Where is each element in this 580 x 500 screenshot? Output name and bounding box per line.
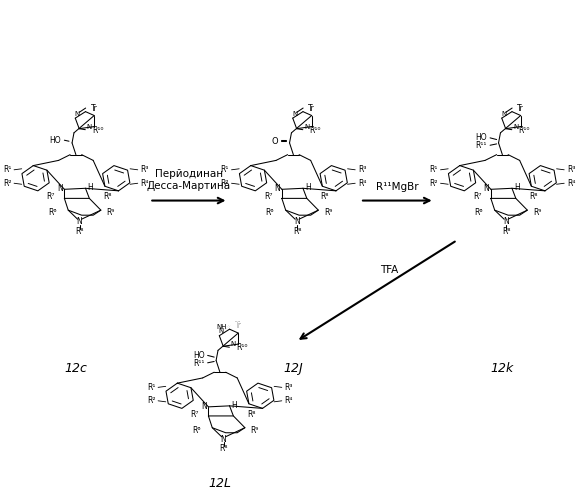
Text: HO: HO (193, 351, 205, 360)
Text: Tr: Tr (90, 104, 97, 112)
Text: Tr: Tr (308, 104, 315, 112)
Text: H: H (305, 183, 311, 192)
Text: R¹⁰: R¹⁰ (519, 126, 530, 135)
Text: R³: R³ (284, 383, 293, 392)
Text: N: N (292, 111, 298, 117)
Text: R³: R³ (358, 166, 367, 174)
Text: R¹⁰: R¹⁰ (92, 126, 103, 135)
Text: R¹: R¹ (220, 166, 229, 174)
Text: R³: R³ (567, 166, 575, 174)
Text: R⁴: R⁴ (284, 396, 293, 406)
Text: Tr: Tr (517, 104, 524, 112)
Text: R⁴: R⁴ (140, 179, 149, 188)
Text: N: N (231, 341, 236, 347)
Text: N: N (75, 111, 80, 117)
Text: N: N (501, 111, 506, 117)
Text: R⁶: R⁶ (48, 208, 57, 217)
Text: H: H (231, 400, 237, 409)
Text: R¹⁰: R¹⁰ (309, 126, 321, 135)
Text: NH: NH (216, 324, 226, 330)
Text: R⁸: R⁸ (293, 227, 301, 236)
Text: HO: HO (476, 134, 487, 142)
Text: R⁷: R⁷ (473, 192, 481, 201)
Text: H: H (514, 183, 520, 192)
Text: R²: R² (429, 179, 438, 188)
Text: 12J: 12J (284, 362, 303, 375)
Text: R⁸: R⁸ (219, 444, 228, 454)
Text: R¹: R¹ (3, 166, 12, 174)
Text: N: N (503, 218, 509, 226)
Text: R⁹: R⁹ (251, 426, 259, 434)
Text: R¹: R¹ (147, 383, 155, 392)
Text: R⁸: R⁸ (247, 410, 255, 419)
Text: N: N (86, 124, 92, 130)
Text: Tr: Tr (235, 321, 241, 330)
Text: O: O (271, 136, 278, 145)
Text: R¹¹MgBr: R¹¹MgBr (376, 182, 419, 192)
Text: N: N (221, 435, 226, 444)
Text: R⁸: R⁸ (530, 192, 538, 201)
Text: R¹: R¹ (429, 166, 438, 174)
Text: R⁹: R⁹ (324, 208, 332, 217)
Text: N: N (274, 184, 280, 193)
Text: Tr: Tr (235, 321, 241, 330)
Text: R⁹: R⁹ (107, 208, 115, 217)
Text: H: H (88, 183, 93, 192)
Text: R⁶: R⁶ (266, 208, 274, 217)
Text: R⁸: R⁸ (103, 192, 111, 201)
Text: R⁶: R⁶ (192, 426, 201, 434)
Text: R⁷: R⁷ (46, 192, 55, 201)
Text: N: N (304, 124, 309, 130)
Text: N: N (77, 218, 82, 226)
Text: R⁸: R⁸ (320, 192, 329, 201)
Text: 12L: 12L (208, 477, 231, 490)
Text: R⁸: R⁸ (502, 227, 510, 236)
Text: N: N (294, 218, 300, 226)
Text: N: N (57, 184, 63, 193)
Text: R²: R² (147, 396, 155, 406)
Text: N: N (483, 184, 489, 193)
Text: Перйодинан
Десса-Мартина: Перйодинан Десса-Мартина (147, 169, 231, 190)
Text: R⁴: R⁴ (567, 179, 575, 188)
Text: 12k: 12k (491, 362, 514, 375)
Text: R⁸: R⁸ (75, 227, 84, 236)
Text: N: N (513, 124, 519, 130)
Text: R¹¹: R¹¹ (193, 358, 205, 368)
Text: R⁷: R⁷ (190, 410, 199, 419)
Text: R⁶: R⁶ (474, 208, 483, 217)
Text: R²: R² (220, 179, 229, 188)
Text: R⁴: R⁴ (358, 179, 367, 188)
Text: R⁹: R⁹ (533, 208, 542, 217)
Text: R¹¹: R¹¹ (476, 141, 487, 150)
Text: N: N (219, 328, 224, 334)
Text: R³: R³ (140, 166, 149, 174)
Text: TFA: TFA (380, 264, 398, 274)
Text: R⁷: R⁷ (264, 192, 272, 201)
Text: 12c: 12c (64, 362, 88, 375)
Text: HO: HO (50, 136, 61, 144)
Text: N: N (201, 402, 206, 410)
Text: R¹⁰: R¹⁰ (236, 344, 248, 352)
Text: R²: R² (3, 179, 12, 188)
